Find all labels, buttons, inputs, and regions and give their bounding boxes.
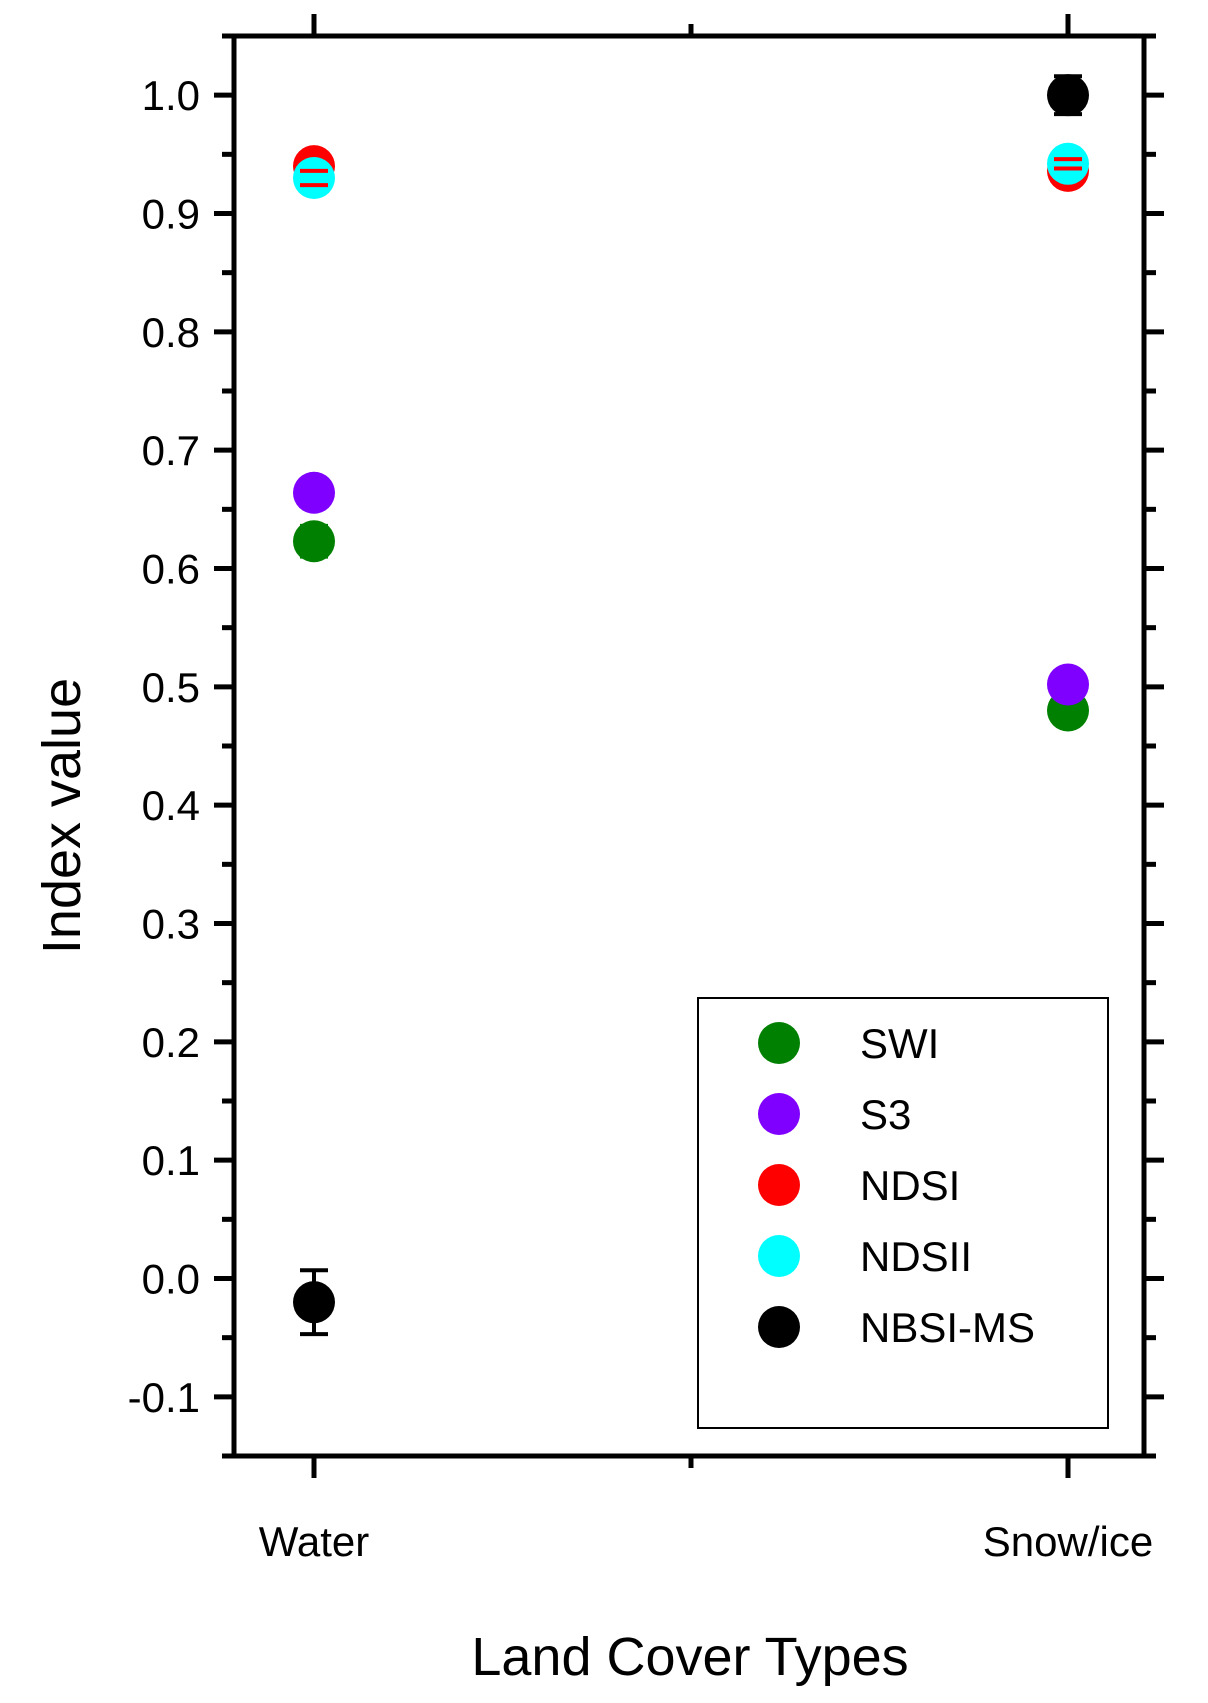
y-tick-label: 0.3: [142, 901, 200, 948]
y-tick-label: 0.6: [142, 546, 200, 593]
legend-marker-nbsi-ms: [758, 1306, 800, 1348]
data-point-nbsi-ms: [293, 1268, 335, 1337]
y-tick-label: 0.9: [142, 191, 200, 238]
legend-label: SWI: [860, 1020, 939, 1067]
y-tick-label: 0.0: [142, 1256, 200, 1303]
y-tick-label: 0.7: [142, 427, 200, 474]
legend: SWI S3 NDSI NDSII NBSI-MS: [697, 997, 1109, 1429]
y-tick-label: 0.8: [142, 309, 200, 356]
legend-marker-s3: [758, 1093, 800, 1135]
y-tick-label: 0.1: [142, 1137, 200, 1184]
x-tick-labels: Water Snow/ice: [259, 1518, 1153, 1565]
y-tick-label: 1.0: [142, 72, 200, 119]
y-tick-labels: -0.1 0.0 0.1 0.2 0.3 0.4 0.5 0.6 0.7 0.8 0.9 1.0: [128, 72, 200, 1421]
data-point-s3: [1047, 663, 1089, 706]
data-marks: [293, 74, 1089, 1337]
legend-marker-ndsii: [758, 1235, 800, 1277]
data-point-swi: [293, 520, 335, 563]
x-tick-label: Water: [259, 1518, 369, 1565]
data-point-ndsii: [293, 157, 335, 199]
legend-marker-swi: [758, 1022, 800, 1064]
axis-ticks: [214, 14, 1164, 1478]
data-point-s3: [293, 471, 335, 514]
legend-label: NBSI-MS: [860, 1304, 1035, 1351]
y-tick-label: -0.1: [128, 1374, 200, 1421]
legend-box: [697, 997, 1109, 1429]
y-tick-label: 0.5: [142, 664, 200, 711]
legend-label: NDSII: [860, 1233, 972, 1280]
legend-label: S3: [860, 1091, 911, 1138]
y-axis-title: Index value: [32, 678, 92, 954]
y-tick-label: 0.2: [142, 1019, 200, 1066]
legend-marker-ndsi: [758, 1164, 800, 1206]
y-tick-label: 0.4: [142, 782, 200, 829]
data-point-nbsi-ms: [1047, 74, 1089, 117]
x-tick-label: Snow/ice: [983, 1518, 1153, 1565]
x-axis-title: Land Cover Types: [471, 1627, 908, 1687]
legend-label: NDSI: [860, 1162, 960, 1209]
data-point-ndsii: [1047, 142, 1089, 185]
